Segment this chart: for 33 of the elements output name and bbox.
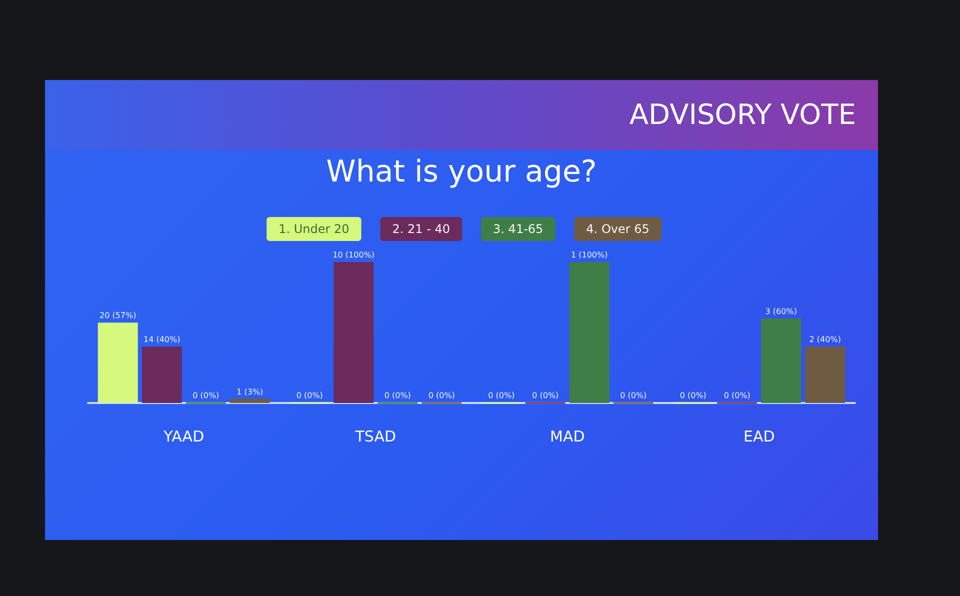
data-label: 0 (0%) [680,390,706,400]
data-label: 0 (0%) [192,390,220,400]
data-label: 0 (0%) [296,390,323,400]
data-label: 20 (57%) [100,311,136,320]
data-label: 2 (40%) [809,335,841,344]
bar [98,322,138,403]
data-label: 1 (100%) [571,250,608,260]
data-label: 14 (40%) [144,335,180,344]
data-label: 3 (60%) [765,306,797,316]
text: 3. 41-65 [493,222,544,236]
data-label: 10 (100%) [332,250,375,260]
data-label: 0 (0%) [384,390,411,400]
text: ADVISORY VOTE [629,98,856,131]
data-label: 0 (0%) [428,390,455,400]
text: 1. Under 20 [278,222,350,236]
text: 4. Over 65 [586,222,650,236]
data-label: 0 (0%) [488,390,515,400]
x-tick-label: MAD [550,428,585,446]
bar [761,318,802,403]
text: 2. 21 - 40 [392,222,450,236]
bar [334,262,374,403]
bar [230,398,270,403]
x-tick-label: TSAD [354,428,396,446]
data-label: 0 (0%) [532,390,559,400]
bar [569,262,610,403]
bar [805,346,846,403]
x-tick-label: EAD [743,428,775,446]
data-label: 0 (0%) [724,390,750,400]
bar [142,346,182,403]
chart-title: What is your age? [326,154,597,190]
data-label: 0 (0%) [620,390,647,400]
x-tick-label: YAAD [162,428,204,446]
data-label: 1 (3%) [236,387,264,396]
